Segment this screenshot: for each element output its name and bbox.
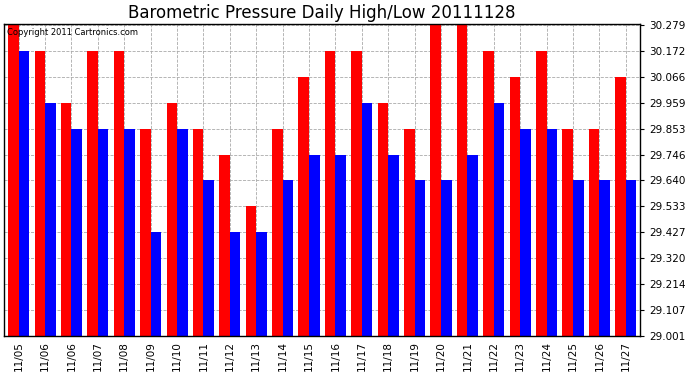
Bar xyxy=(626,180,636,336)
Bar xyxy=(441,180,451,336)
Bar xyxy=(457,25,467,336)
Bar xyxy=(283,180,293,336)
Title: Barometric Pressure Daily High/Low 20111128: Barometric Pressure Daily High/Low 20111… xyxy=(128,4,516,22)
Bar xyxy=(124,129,135,336)
Bar xyxy=(34,51,45,336)
Bar xyxy=(362,103,373,336)
Bar xyxy=(114,51,124,336)
Bar xyxy=(272,129,283,336)
Bar xyxy=(98,129,108,336)
Bar xyxy=(351,51,362,336)
Bar xyxy=(19,51,29,336)
Bar xyxy=(177,129,188,336)
Bar xyxy=(467,154,478,336)
Bar xyxy=(204,180,214,336)
Bar xyxy=(573,180,584,336)
Bar xyxy=(219,154,230,336)
Bar xyxy=(299,77,309,336)
Bar xyxy=(150,232,161,336)
Bar xyxy=(88,51,98,336)
Bar xyxy=(246,207,256,336)
Bar xyxy=(61,103,72,336)
Bar xyxy=(494,103,504,336)
Bar xyxy=(600,180,610,336)
Bar xyxy=(8,25,19,336)
Bar xyxy=(404,129,415,336)
Bar xyxy=(388,154,399,336)
Bar xyxy=(431,25,441,336)
Bar xyxy=(166,103,177,336)
Bar xyxy=(335,154,346,336)
Bar xyxy=(562,129,573,336)
Bar xyxy=(45,103,56,336)
Bar xyxy=(520,129,531,336)
Bar xyxy=(483,51,494,336)
Bar xyxy=(256,232,267,336)
Bar xyxy=(377,103,388,336)
Bar xyxy=(546,129,557,336)
Text: Copyright 2011 Cartronics.com: Copyright 2011 Cartronics.com xyxy=(8,28,139,38)
Bar xyxy=(615,77,626,336)
Bar xyxy=(589,129,600,336)
Bar xyxy=(415,180,425,336)
Bar xyxy=(140,129,150,336)
Bar xyxy=(325,51,335,336)
Bar xyxy=(309,154,319,336)
Bar xyxy=(536,51,546,336)
Bar xyxy=(510,77,520,336)
Bar xyxy=(72,129,82,336)
Bar xyxy=(193,129,204,336)
Bar xyxy=(230,232,240,336)
